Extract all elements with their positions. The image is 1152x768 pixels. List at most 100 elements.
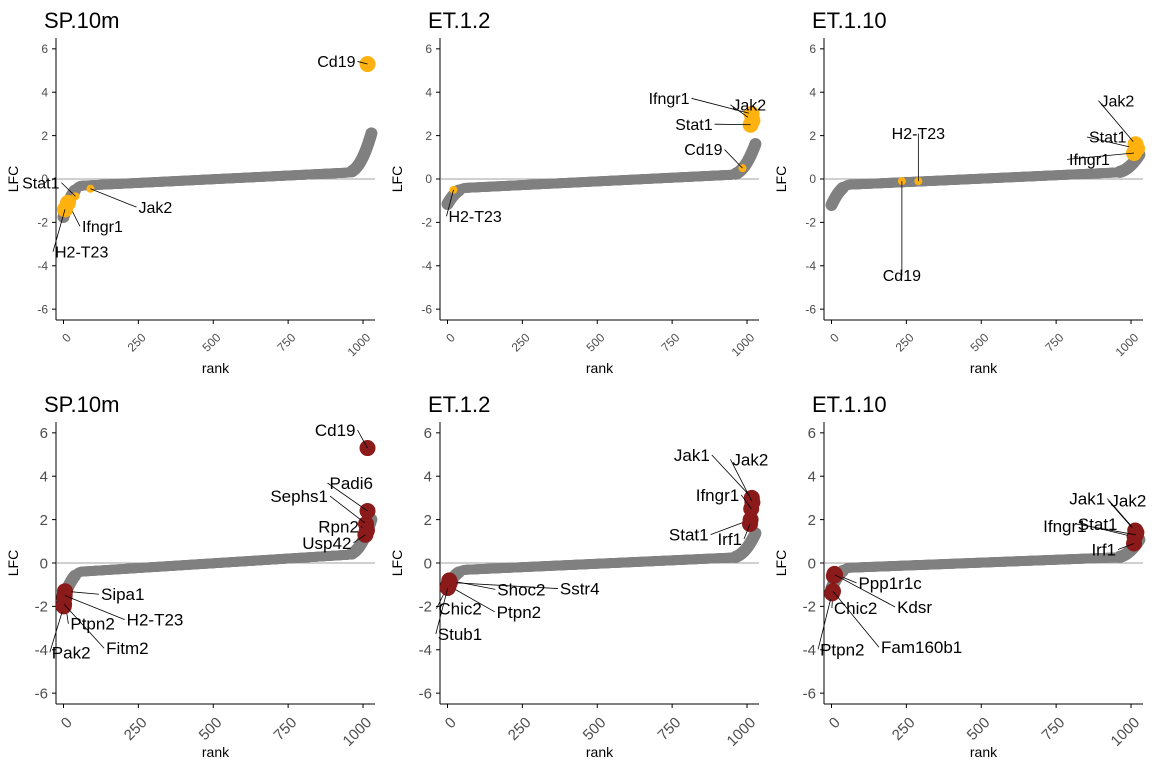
point-label: Usp42	[302, 534, 351, 553]
label-leader-line	[834, 574, 896, 608]
point-label: H2-T23	[127, 611, 184, 630]
x-tick-label: 0	[442, 714, 460, 732]
x-tick-label: 0	[58, 714, 76, 732]
x-tick-label: 500	[584, 330, 608, 354]
x-tick-label: 1000	[1113, 330, 1142, 359]
label-leader-line	[327, 482, 368, 512]
point-label: Ifngr1	[696, 486, 739, 505]
chart-panel: ET.1.2 -6 -4 -2 0 2 4 6 0 250 500 750 1000 rank LFC Ifn…	[389, 8, 766, 376]
x-tick-label: 750	[655, 714, 685, 744]
point-label: Jak2	[1110, 492, 1146, 511]
x-tick-label: 500	[196, 714, 226, 744]
y-tick-label: -6	[805, 302, 816, 316]
y-tick-label: -4	[421, 259, 432, 273]
y-tick-label: -4	[805, 259, 816, 273]
y-tick-label: -6	[37, 302, 48, 316]
y-tick-label: 6	[40, 425, 48, 442]
point-label: Ptpn2	[820, 640, 864, 659]
point-label: Sstr4	[560, 580, 600, 599]
label-leader-line	[353, 534, 366, 544]
chart-title: ET.1.2	[428, 8, 490, 33]
label-leader-line	[448, 585, 495, 613]
label-leader-line	[446, 189, 454, 217]
y-tick-label: -4	[419, 642, 432, 659]
label-leader-line	[724, 149, 743, 169]
y-tick-label: 0	[424, 555, 432, 572]
label-leader-line	[435, 587, 449, 635]
label-leader-line	[329, 495, 367, 525]
point-label: Ppp1r1c	[858, 574, 922, 593]
y-tick-label: -4	[37, 259, 48, 273]
x-tick-label: 500	[200, 330, 224, 354]
x-tick-label: 250	[509, 330, 533, 354]
x-axis-label: rank	[586, 744, 614, 760]
x-tick-label: 500	[580, 714, 610, 744]
point-label: Stat1	[675, 117, 712, 134]
y-axis-label: LFC	[389, 550, 405, 576]
x-tick-label: 500	[964, 714, 994, 744]
y-tick-label: -6	[421, 302, 432, 316]
x-tick-label: 0	[826, 714, 844, 732]
x-tick-label: 1000	[724, 714, 760, 750]
x-tick-label: 0	[827, 330, 842, 345]
y-axis-label: LFC	[773, 166, 789, 192]
y-tick-label: 0	[41, 172, 48, 186]
chart-panel: SP.10m -6 -4 -2 0 2 4 6 0 250 500 750 1000 rank LFC Cd1…	[5, 8, 378, 376]
label-leader-line	[357, 429, 368, 449]
x-tick-label: 500	[968, 330, 992, 354]
y-tick-label: -2	[35, 599, 48, 616]
chart-title: SP.10m	[44, 392, 119, 417]
point-label: H2-T23	[55, 244, 108, 261]
y-tick-label: -4	[35, 642, 48, 659]
point-label: Jak1	[1069, 489, 1105, 508]
point-label: Fitm2	[106, 639, 149, 658]
chart-panel: ET.1.2 -6 -4 -2 0 2 4 6 0 250 500 750 1000 rank LFC Jak…	[389, 392, 768, 760]
x-axis-label: rank	[202, 360, 230, 376]
point-label: Ifngr1	[82, 219, 123, 236]
y-tick-label: 0	[425, 172, 432, 186]
point-label: Jak2	[138, 200, 172, 217]
label-leader-line	[1106, 498, 1136, 531]
y-axis-label: LFC	[5, 166, 21, 192]
x-axis-label: rank	[970, 744, 998, 760]
point-label: Ifngr1	[1069, 152, 1110, 169]
chart-panel: ET.1.10 -6 -4 -2 0 2 4 6 0 250 500 750 1000 rank LFC Ja…	[773, 392, 1146, 760]
x-tick-label: 250	[121, 714, 151, 744]
x-tick-label: 1000	[345, 330, 374, 359]
point-label: Jak1	[674, 446, 710, 465]
x-tick-label: 250	[893, 330, 917, 354]
label-leader-line	[740, 494, 752, 510]
point-label: Irf1	[717, 530, 742, 549]
point-label: Jak2	[732, 97, 766, 114]
y-tick-label: -2	[803, 599, 816, 616]
y-tick-label: 6	[425, 42, 432, 56]
x-tick-label: 750	[271, 714, 301, 744]
point-label: Cd19	[883, 268, 921, 285]
x-tick-label: 250	[889, 714, 919, 744]
y-tick-label: 2	[809, 129, 816, 143]
point-label: Shoc2	[497, 580, 545, 599]
y-tick-label: 0	[808, 555, 816, 572]
label-leader-line	[1075, 523, 1136, 536]
y-tick-label: -6	[35, 685, 48, 702]
y-tick-label: 2	[424, 512, 432, 529]
label-leader-line	[711, 454, 753, 499]
label-leader-line	[817, 593, 833, 650]
x-tick-label: 1000	[340, 714, 376, 750]
y-tick-label: -6	[803, 685, 816, 702]
label-leader-line	[743, 523, 751, 540]
label-leader-line	[64, 595, 125, 620]
x-axis-label: rank	[970, 360, 998, 376]
background-points	[441, 527, 762, 592]
label-leader-line	[1086, 136, 1138, 150]
y-tick-label: 6	[41, 42, 48, 56]
y-tick-label: 6	[809, 42, 816, 56]
point-label: Jak2	[1101, 93, 1135, 110]
label-leader-line	[1098, 100, 1136, 145]
point-label: Padi6	[330, 474, 373, 493]
x-axis-label: rank	[202, 744, 230, 760]
y-tick-label: -4	[803, 642, 816, 659]
y-tick-label: 2	[41, 129, 48, 143]
y-tick-label: 6	[808, 425, 816, 442]
